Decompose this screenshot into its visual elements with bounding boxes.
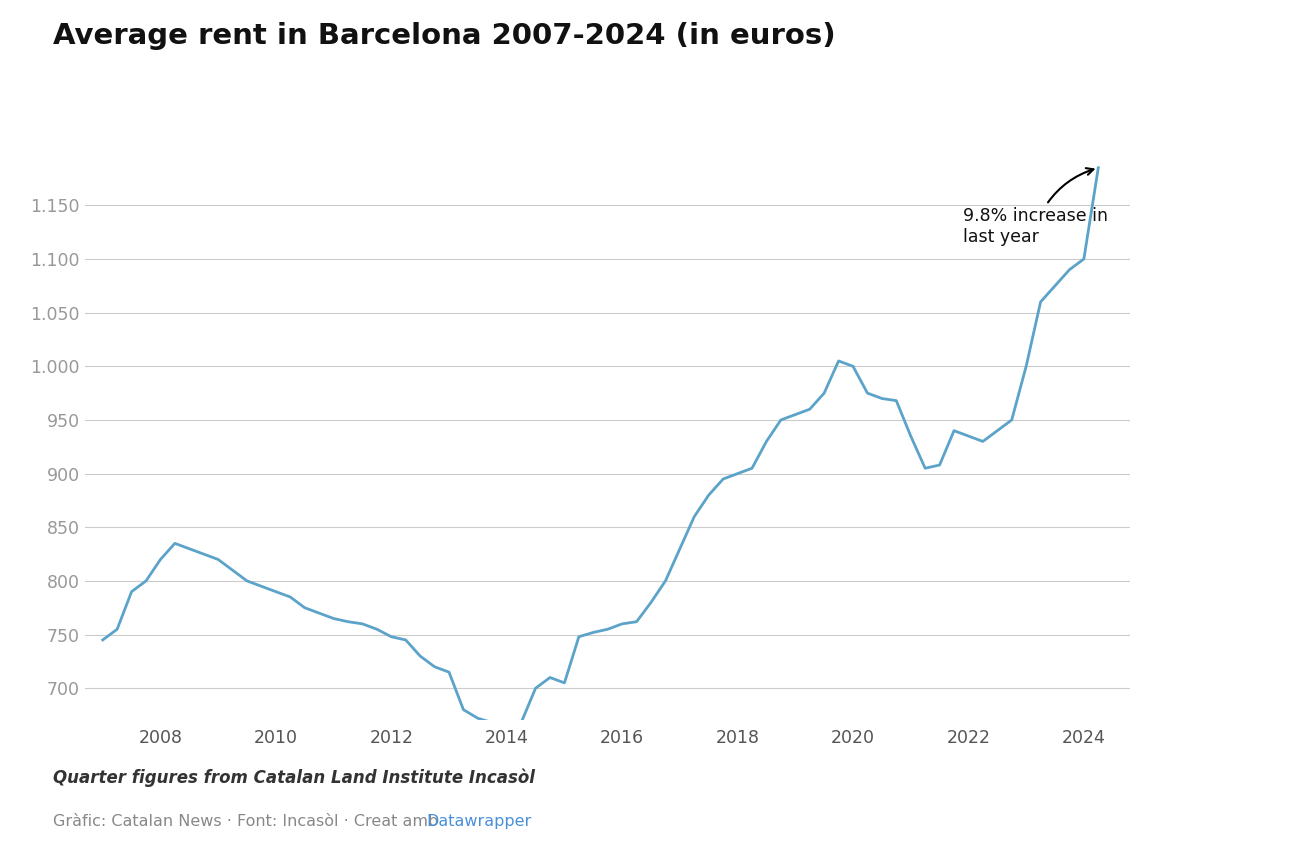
Text: 9.8% increase in
last year: 9.8% increase in last year (963, 168, 1108, 247)
Text: Quarter figures from Catalan Land Institute Incasòl: Quarter figures from Catalan Land Instit… (53, 768, 535, 786)
Text: Gràfic: Catalan News · Font: Incasòl · Creat amb: Gràfic: Catalan News · Font: Incasòl · C… (53, 814, 443, 829)
Text: Average rent in Barcelona 2007-2024 (in euros): Average rent in Barcelona 2007-2024 (in … (53, 22, 836, 49)
Text: Datawrapper: Datawrapper (426, 814, 531, 829)
